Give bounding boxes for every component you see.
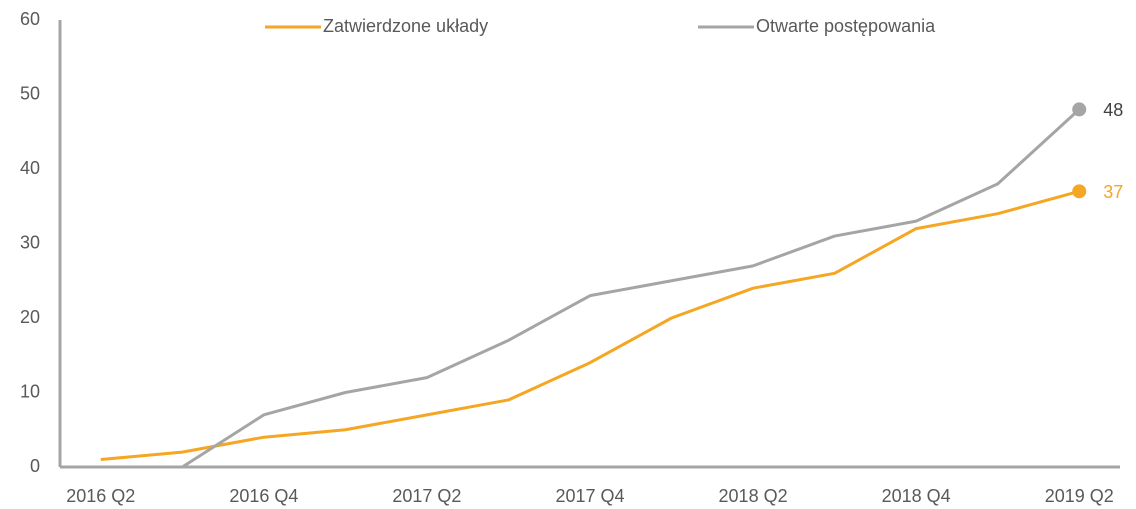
end-marker [1072,184,1087,199]
y-tick-label: 20 [20,307,40,327]
data-label: 48 [1103,100,1123,120]
x-tick-label: 2018 Q2 [719,486,788,506]
x-tick-label: 2019 Q2 [1045,486,1114,506]
x-tick-label: 2018 Q4 [882,486,951,506]
data-label: 37 [1103,182,1123,202]
x-tick-label: 2016 Q2 [66,486,135,506]
end-marker [1072,102,1087,117]
legend-label: Zatwierdzone układy [323,16,488,36]
y-tick-label: 50 [20,83,40,103]
x-tick-label: 2017 Q2 [392,486,461,506]
x-tick-label: 2017 Q4 [555,486,624,506]
series-line [181,108,1081,469]
series-line [100,189,1080,462]
y-tick-label: 0 [30,456,40,476]
x-tick-label: 2016 Q4 [229,486,298,506]
y-tick-label: 30 [20,232,40,252]
y-tick-label: 40 [20,158,40,178]
y-tick-label: 60 [20,9,40,29]
y-tick-label: 10 [20,381,40,401]
legend-label: Otwarte postępowania [756,16,936,36]
